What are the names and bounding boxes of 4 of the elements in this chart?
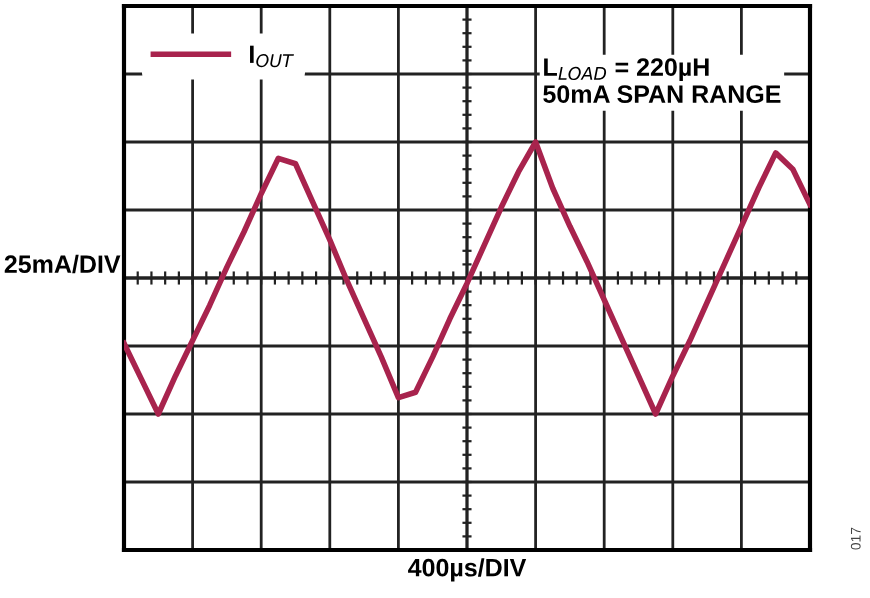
legend-label: I$_{OUT}$ (250, 45, 294, 68)
y-axis-title: 25mA/DIV (4, 254, 121, 274)
text: L$_{LOAD}$ = 220µH 50mA SPAN RANGE (543, 58, 781, 103)
text: 400µs/DIV (408, 558, 527, 582)
